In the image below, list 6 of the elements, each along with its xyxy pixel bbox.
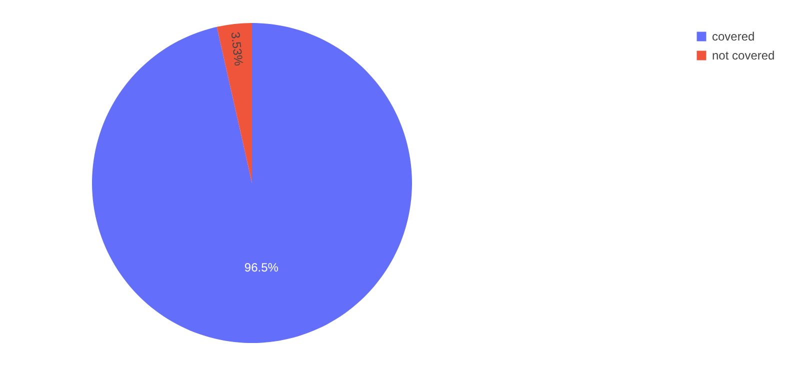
legend-label: not covered xyxy=(712,48,775,62)
pie-slice xyxy=(216,23,252,183)
legend-label: covered xyxy=(712,30,755,44)
pie-slice xyxy=(92,23,412,343)
data-label: 96.5% xyxy=(244,260,279,274)
data-label: 3.53% xyxy=(228,31,246,67)
